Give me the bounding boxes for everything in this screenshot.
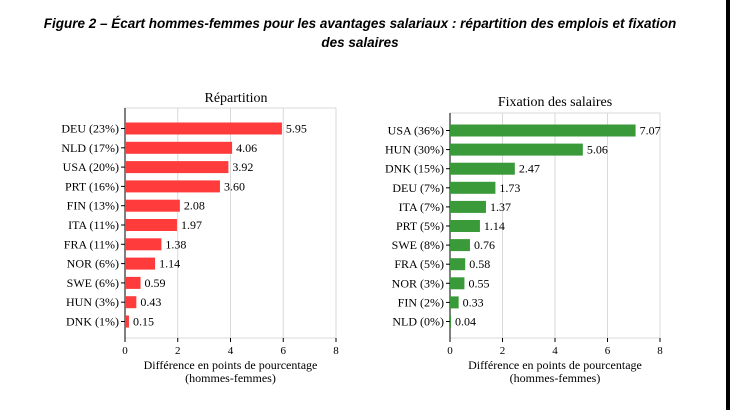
repartition-bar xyxy=(125,219,177,231)
fixation-tick-label: 4 xyxy=(552,345,558,357)
fixation-value-label: 7.07 xyxy=(640,124,661,138)
fixation-bar xyxy=(450,162,515,175)
fixation-category-label: ITA (7%) xyxy=(399,200,444,214)
repartition-bar xyxy=(125,315,129,328)
figure-title: Figure 2 – Écart hommes-femmes pour les … xyxy=(43,16,677,50)
repartition-category-label: ITA (11%) xyxy=(68,218,119,232)
repartition-bar xyxy=(125,199,180,212)
fixation-bar xyxy=(450,258,466,271)
fixation-value-label: 0.76 xyxy=(474,238,495,252)
repartition-tick-label: 2 xyxy=(175,345,181,357)
repartition-category-label: DEU (23%) xyxy=(61,122,119,136)
fixation-chart: 0 2 4 6 8 Fixation des salaires Différence en … xyxy=(385,95,663,385)
repartition-chart: 0 2 4 6 8 Répartition Différence en points de … xyxy=(61,91,339,385)
fixation-tick-label: 0 xyxy=(447,345,453,357)
fixation-value-label: 1.14 xyxy=(484,219,505,233)
fixation-bar xyxy=(450,277,465,290)
repartition-category-label: FRA (11%) xyxy=(64,237,119,251)
repartition-value-label: 1.14 xyxy=(159,257,180,271)
fixation-value-label: 1.37 xyxy=(490,200,511,214)
fixation-category-label: PRT (5%) xyxy=(396,219,444,233)
repartition-value-label: 0.59 xyxy=(145,276,166,290)
fixation-value-label: 0.58 xyxy=(469,257,490,271)
fixation-tick-label: 6 xyxy=(605,345,611,357)
repartition-bar xyxy=(125,122,282,135)
repartition-bar xyxy=(125,141,233,154)
fixation-category-label: HUN (30%) xyxy=(385,143,444,157)
fixation-value-label: 0.04 xyxy=(455,315,476,329)
repartition-value-label: 0.15 xyxy=(133,315,154,329)
fixation-title: Fixation des salaires xyxy=(498,95,612,110)
fixation-category-label: DEU (7%) xyxy=(392,181,444,195)
repartition-value-label: 3.60 xyxy=(224,179,245,193)
fixation-bar xyxy=(450,239,470,252)
repartition-value-label: 3.92 xyxy=(232,160,253,174)
repartition-tick-label: 4 xyxy=(228,345,234,357)
repartition-tick-label: 6 xyxy=(281,345,287,357)
fixation-xlabel-line1: Différence en points de pourcentage xyxy=(468,358,642,372)
fixation-tick-label: 2 xyxy=(500,345,506,357)
fixation-category-label: DNK (15%) xyxy=(385,162,444,176)
repartition-tick-label: 0 xyxy=(122,345,128,357)
fixation-category-label: USA (36%) xyxy=(388,124,444,138)
fixation-bar xyxy=(450,143,583,156)
fixation-bar xyxy=(450,181,496,194)
repartition-category-label: SWE (6%) xyxy=(67,276,119,290)
fixation-category-label: FRA (5%) xyxy=(394,257,444,271)
repartition-bar xyxy=(125,180,220,193)
repartition-bar xyxy=(125,257,156,270)
fixation-value-label: 0.55 xyxy=(468,276,489,290)
fixation-category-label: FIN (2%) xyxy=(398,295,444,309)
fixation-bar xyxy=(450,315,452,328)
fixation-category-label: NOR (3%) xyxy=(392,276,444,290)
repartition-value-label: 5.95 xyxy=(286,122,307,136)
repartition-value-label: 0.43 xyxy=(140,295,161,309)
fixation-bar xyxy=(450,220,480,232)
fixation-bar xyxy=(450,296,459,309)
repartition-bar xyxy=(125,161,229,174)
fixation-bar xyxy=(450,200,486,213)
repartition-value-label: 2.08 xyxy=(184,199,205,213)
repartition-category-label: USA (20%) xyxy=(63,160,119,174)
fixation-tick-label: 8 xyxy=(657,345,663,357)
repartition-category-label: FIN (13%) xyxy=(67,199,119,213)
repartition-category-label: NLD (17%) xyxy=(61,141,119,155)
repartition-value-label: 1.97 xyxy=(181,218,202,232)
repartition-category-label: HUN (3%) xyxy=(66,295,119,309)
repartition-xlabel-line2: (hommes-femmes) xyxy=(185,371,276,385)
fixation-category-label: SWE (8%) xyxy=(392,238,444,252)
fixation-category-label: NLD (0%) xyxy=(392,315,444,329)
fixation-value-label: 0.33 xyxy=(463,295,484,309)
right-edge-bar xyxy=(726,0,730,410)
repartition-category-label: DNK (1%) xyxy=(66,315,119,329)
repartition-xlabel-line1: Différence en points de pourcentage xyxy=(144,358,318,372)
fixation-xlabel-line2: (hommes-femmes) xyxy=(510,371,601,385)
repartition-tick-label: 8 xyxy=(333,345,339,357)
repartition-bar xyxy=(125,238,162,251)
fixation-bar xyxy=(450,124,636,137)
repartition-category-label: NOR (6%) xyxy=(67,257,119,271)
repartition-value-label: 1.38 xyxy=(165,237,186,251)
repartition-title: Répartition xyxy=(205,91,268,106)
repartition-value-label: 4.06 xyxy=(236,141,257,155)
repartition-bar xyxy=(125,276,141,289)
fixation-value-label: 5.06 xyxy=(587,143,608,157)
fixation-value-label: 1.73 xyxy=(499,181,520,195)
repartition-bar xyxy=(125,296,137,309)
repartition-category-label: PRT (16%) xyxy=(65,179,119,193)
fixation-value-label: 2.47 xyxy=(519,162,540,176)
